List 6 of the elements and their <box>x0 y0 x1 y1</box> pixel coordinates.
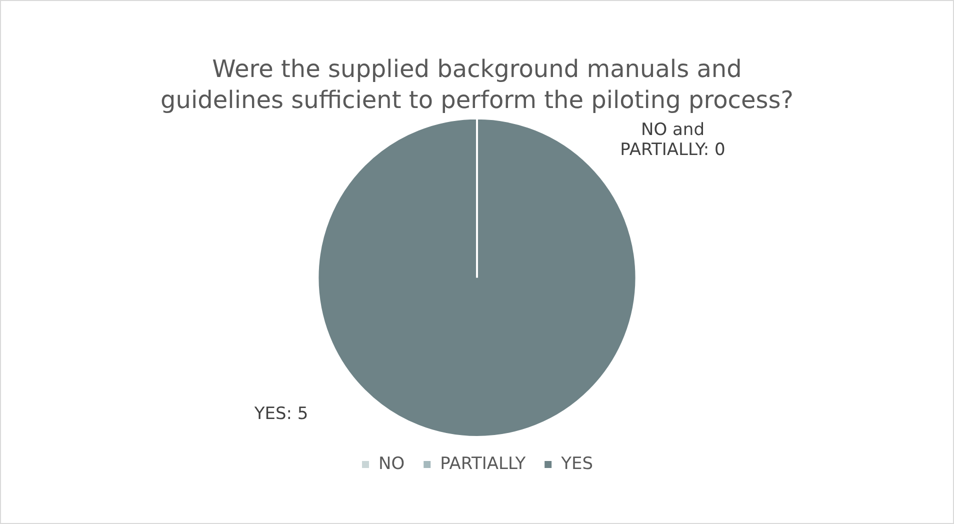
chart-title: Were the supplied background manuals and guidelines sufficient to perform the piloting process? <box>160 54 794 114</box>
legend-label: NO <box>378 454 405 474</box>
text: NO and PARTIALLY: 0 <box>620 120 726 160</box>
legend-label: PARTIALLY <box>440 454 526 474</box>
legend-label: YES <box>560 454 593 474</box>
data-label: YES: 5 <box>253 404 308 424</box>
